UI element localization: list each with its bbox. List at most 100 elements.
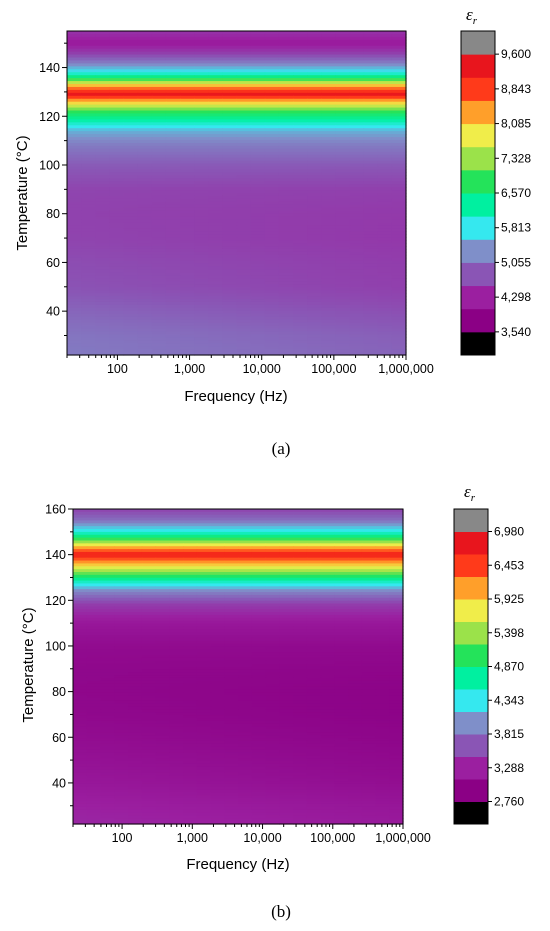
heatmap-cell	[264, 151, 280, 156]
heatmap-cell	[251, 554, 267, 559]
heatmap-cell	[224, 715, 239, 719]
heatmap-cell	[321, 160, 336, 165]
heatmap-cell	[155, 729, 170, 733]
heatmap-cell	[114, 680, 129, 685]
heatmap-cell	[348, 534, 363, 539]
heatmap-cell	[169, 529, 184, 533]
heatmap-cell	[67, 139, 82, 144]
heatmap-cell	[95, 163, 110, 168]
heatmap-cell	[109, 349, 125, 353]
heatmap-cell	[81, 190, 96, 194]
heatmap-cell	[278, 275, 294, 280]
heatmap-cell	[109, 84, 125, 88]
heatmap-cell	[183, 758, 198, 762]
heatmap-cell	[307, 63, 322, 67]
heatmap-cell	[293, 296, 308, 300]
heatmap-cell	[86, 583, 102, 587]
heatmap-cell	[377, 81, 393, 85]
heatmap-cell	[180, 248, 195, 253]
heatmap-cell	[137, 33, 153, 38]
heatmap-cell	[165, 313, 181, 318]
heatmap-cell	[224, 557, 239, 562]
heatmap-cell	[321, 142, 336, 147]
heatmap-cell	[109, 151, 125, 156]
heatmap-cell	[334, 700, 349, 705]
heatmap-cell	[349, 322, 365, 327]
heatmap-cell	[250, 231, 266, 235]
heatmap-cell	[389, 749, 404, 754]
heatmap-cell	[321, 275, 336, 280]
heatmap-cell	[73, 706, 88, 711]
heatmap-cell	[86, 523, 102, 527]
heatmap-cell	[137, 210, 153, 215]
heatmap-cell	[155, 746, 170, 751]
heatmap-cell	[180, 349, 195, 353]
heatmap-cell	[279, 646, 294, 650]
heatmap-cell	[278, 340, 294, 344]
heatmap-cell	[165, 148, 181, 153]
heatmap-cell	[100, 772, 115, 776]
heatmap-cell	[137, 66, 153, 70]
heatmap-cell	[95, 210, 110, 215]
heatmap-cell	[361, 546, 377, 550]
heatmap-cell	[238, 623, 253, 628]
heatmap-cell	[361, 712, 377, 716]
heatmap-cell	[86, 655, 102, 659]
heatmap-cell	[306, 617, 322, 622]
heatmap-cell	[151, 75, 167, 79]
heatmap-cell	[165, 134, 181, 138]
heatmap-cell	[348, 752, 363, 756]
heatmap-cell	[349, 51, 365, 56]
heatmap-cell	[73, 649, 88, 653]
heatmap-cell	[348, 529, 363, 533]
heatmap-cell	[293, 352, 308, 356]
heatmap-cell	[279, 715, 294, 719]
heatmap-cell	[391, 257, 407, 262]
heatmap-cell	[321, 299, 336, 303]
heatmap-cell	[183, 752, 198, 756]
heatmap-cell	[375, 637, 390, 642]
heatmap-cell	[67, 248, 82, 253]
heatmap-cell	[278, 299, 294, 303]
heatmap-cell	[210, 669, 225, 673]
heatmap-cell	[222, 260, 238, 265]
heatmap-cell	[363, 204, 379, 209]
heatmap-cell	[348, 738, 363, 742]
heatmap-cell	[293, 142, 308, 147]
heatmap-cell	[165, 299, 181, 303]
heatmap-cell	[391, 322, 407, 327]
heatmap-cell	[293, 201, 308, 206]
heatmap-cell	[67, 278, 82, 282]
heatmap-cell	[67, 54, 82, 59]
heatmap-cell	[334, 660, 349, 665]
heatmap-cell	[151, 163, 167, 168]
heatmap-cell	[377, 319, 393, 324]
heatmap-cell	[208, 343, 223, 347]
heatmap-cell	[81, 201, 96, 206]
heatmap-cell	[165, 101, 181, 106]
heatmap-cell	[67, 110, 82, 115]
heatmap-cell	[180, 45, 195, 50]
heatmap-cell	[180, 95, 195, 100]
heatmap-cell	[279, 655, 294, 659]
heatmap-cell	[306, 526, 322, 530]
heatmap-cell	[151, 222, 167, 226]
heatmap-cell	[109, 219, 125, 224]
heatmap-cell	[196, 640, 212, 645]
heatmap-cell	[210, 632, 225, 636]
heatmap-cell	[348, 657, 363, 662]
heatmap-cell	[361, 612, 377, 616]
heatmap-cell	[137, 228, 153, 232]
heatmap-cell	[251, 603, 267, 607]
heatmap-cell	[320, 735, 335, 739]
heatmap-cell	[180, 110, 195, 115]
heatmap-cell	[95, 116, 110, 120]
heatmap-cell	[222, 319, 238, 324]
heatmap-cell	[349, 352, 365, 356]
heatmap-cell	[222, 134, 238, 138]
heatmap-cell	[377, 175, 393, 179]
heatmap-cell	[155, 612, 170, 616]
heatmap-cell	[141, 646, 157, 650]
heatmap-cell	[86, 675, 102, 679]
heatmap-cell	[86, 529, 102, 533]
